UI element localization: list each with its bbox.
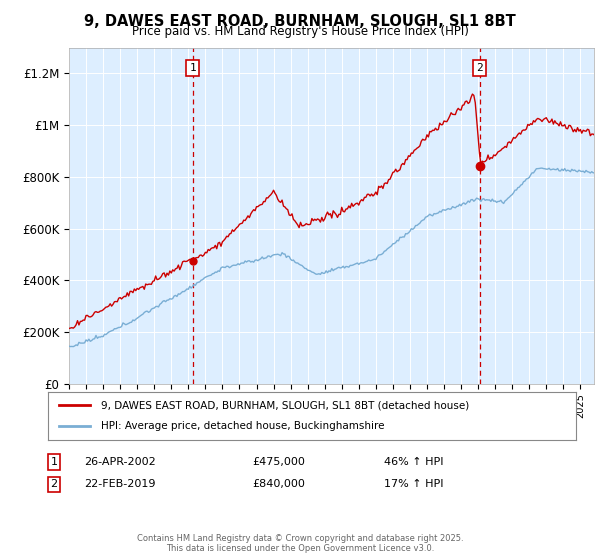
Text: 1: 1 — [50, 457, 58, 467]
Text: HPI: Average price, detached house, Buckinghamshire: HPI: Average price, detached house, Buck… — [101, 421, 385, 431]
Text: 1: 1 — [189, 63, 196, 73]
Text: Contains HM Land Registry data © Crown copyright and database right 2025.
This d: Contains HM Land Registry data © Crown c… — [137, 534, 463, 553]
Text: £840,000: £840,000 — [252, 479, 305, 489]
Text: 17% ↑ HPI: 17% ↑ HPI — [384, 479, 443, 489]
Text: 22-FEB-2019: 22-FEB-2019 — [84, 479, 155, 489]
Text: 2: 2 — [50, 479, 58, 489]
Text: 9, DAWES EAST ROAD, BURNHAM, SLOUGH, SL1 8BT (detached house): 9, DAWES EAST ROAD, BURNHAM, SLOUGH, SL1… — [101, 400, 469, 410]
Text: 26-APR-2002: 26-APR-2002 — [84, 457, 156, 467]
Text: 9, DAWES EAST ROAD, BURNHAM, SLOUGH, SL1 8BT: 9, DAWES EAST ROAD, BURNHAM, SLOUGH, SL1… — [84, 14, 516, 29]
Text: 46% ↑ HPI: 46% ↑ HPI — [384, 457, 443, 467]
Text: Price paid vs. HM Land Registry's House Price Index (HPI): Price paid vs. HM Land Registry's House … — [131, 25, 469, 38]
Text: 2: 2 — [476, 63, 483, 73]
Text: £475,000: £475,000 — [252, 457, 305, 467]
